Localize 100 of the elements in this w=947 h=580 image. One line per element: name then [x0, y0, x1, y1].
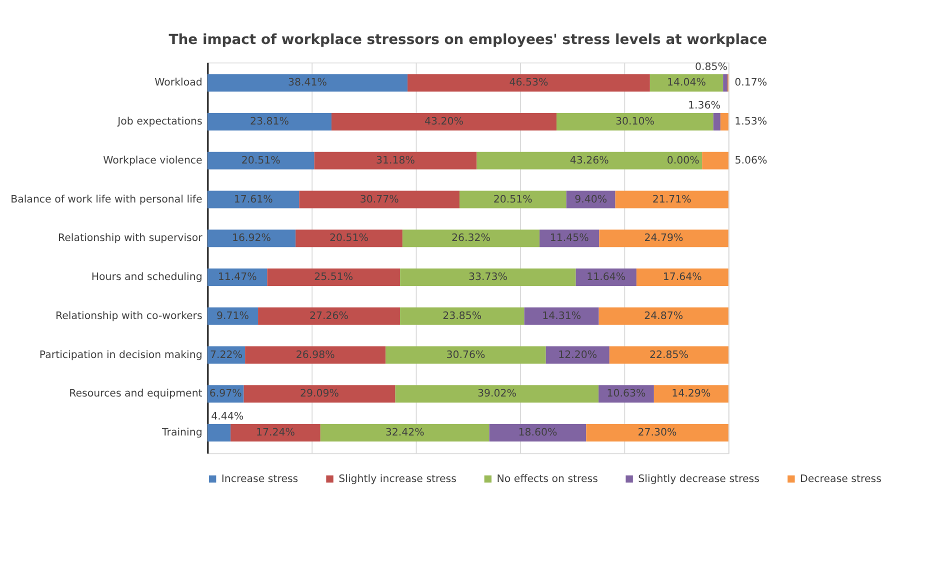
y-tick-label: Relationship with co-workers [55, 310, 202, 322]
data-label: 30.10% [615, 116, 655, 128]
bar [207, 113, 332, 131]
data-label: 6.97% [209, 388, 242, 400]
bar [408, 74, 650, 92]
y-tick-label: Relationship with supervisor [58, 233, 204, 244]
legend-label: Increase stress [221, 474, 298, 485]
data-label: 26.32% [452, 233, 491, 244]
data-label: 22.85% [649, 350, 689, 361]
data-label: 1.36% [688, 100, 721, 112]
data-label: 1.53% [734, 116, 768, 128]
data-label: 17.24% [256, 428, 296, 439]
data-label: 26.98% [296, 350, 336, 361]
bar [556, 113, 714, 131]
bar [207, 424, 231, 442]
y-tick-label: Balance of work life with personal life [10, 194, 202, 206]
bar [615, 190, 728, 208]
bar [459, 190, 566, 208]
bar [244, 385, 396, 403]
data-label: 38.41% [288, 78, 328, 89]
data-label: 18.60% [518, 428, 558, 439]
data-label: 39.02% [477, 388, 517, 400]
data-label: 11.47% [218, 272, 258, 284]
data-label: 46.53% [509, 78, 549, 89]
y-tick-label: Resources and equipment [69, 388, 202, 400]
data-label: 17.64% [662, 272, 702, 284]
legend-label: Slightly decrease stress [638, 474, 760, 485]
data-label: 17.61% [234, 194, 274, 206]
y-tick-label: Participation in decision making [39, 350, 202, 361]
bar [245, 346, 386, 364]
data-label: 0.85% [695, 62, 728, 73]
bar [654, 385, 728, 403]
y-tick-label: Hours and scheduling [91, 272, 202, 284]
bar [650, 74, 724, 92]
bar [207, 152, 314, 170]
y-tick-label: Training [161, 428, 202, 439]
bar [296, 230, 402, 248]
bar [207, 230, 296, 248]
data-label: 14.04% [667, 78, 706, 89]
data-label: 32.42% [385, 428, 425, 439]
bar [402, 230, 540, 248]
data-label: 30.76% [446, 350, 486, 361]
data-label: 23.85% [442, 310, 482, 322]
bar [723, 74, 728, 92]
data-label: 14.31% [542, 310, 582, 322]
chart-title: The impact of workplace stressors on employees' stress levels at workplace [168, 32, 768, 48]
data-label: 23.81% [250, 116, 290, 128]
data-label: 24.87% [644, 310, 684, 322]
bar [207, 190, 300, 208]
data-label: 20.51% [330, 233, 369, 244]
bar [713, 113, 720, 131]
data-label: 16.92% [232, 233, 272, 244]
legend-label: No effects on stress [496, 474, 598, 485]
y-tick-label: Workload [154, 78, 202, 89]
bar [320, 424, 490, 442]
bar [598, 307, 728, 325]
bar [400, 307, 524, 325]
data-label: 10.63% [606, 388, 646, 400]
data-label: 29.09% [300, 388, 340, 400]
data-label: 20.51% [493, 194, 533, 206]
bar [207, 74, 408, 92]
bar [720, 113, 728, 131]
bar [609, 346, 728, 364]
legend-label: Slightly increase stress [338, 474, 456, 485]
data-label: 43.20% [424, 116, 464, 128]
data-label: 21.71% [652, 194, 692, 206]
data-label: 12.20% [558, 350, 598, 361]
y-tick-label: Workplace violence [103, 155, 202, 166]
bar [476, 152, 702, 170]
data-label: 25.51% [314, 272, 354, 284]
bar [230, 424, 320, 442]
bar [489, 424, 586, 442]
data-label: 33.73% [468, 272, 508, 284]
y-tick-label: Job expectations [116, 116, 202, 128]
bar [395, 385, 599, 403]
bar [299, 190, 460, 208]
data-label: 14.29% [672, 388, 711, 400]
bar [331, 113, 557, 131]
bar [586, 424, 728, 442]
bar [702, 152, 728, 170]
data-label: 27.30% [638, 428, 678, 439]
bar [400, 268, 576, 286]
legend-label: Decrease stress [800, 474, 882, 485]
data-label: 30.77% [360, 194, 400, 206]
bar [386, 346, 546, 364]
data-label: 5.06% [734, 155, 768, 166]
bar [267, 268, 400, 286]
data-label: 27.26% [310, 310, 349, 322]
data-label: 24.79% [644, 233, 684, 244]
data-label: 0.17% [734, 78, 768, 89]
bar [524, 307, 599, 325]
data-label: 4.44% [211, 412, 244, 423]
data-label: 43.26% [570, 155, 610, 166]
bar [636, 268, 728, 286]
data-label: 9.40% [574, 194, 608, 206]
data-label: 9.71% [216, 310, 250, 322]
bar [314, 152, 477, 170]
data-label: 11.64% [586, 272, 626, 284]
data-label: 11.45% [550, 233, 590, 244]
data-label: 31.18% [376, 155, 416, 166]
